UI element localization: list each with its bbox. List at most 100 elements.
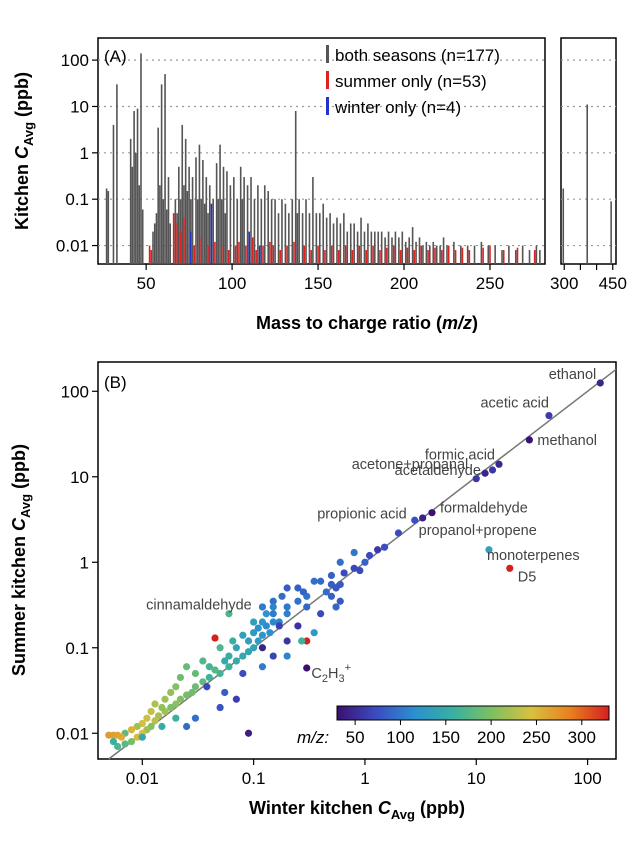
panel-a-y-tick-label: 10 [70,97,89,116]
panel-b-point [182,722,191,731]
panel-b-point [481,469,489,477]
panel-a-axes: 0.01 0.1 1 10 100 50 100 150 200 250 300 450 [56,51,627,293]
panel-b-x-axis-title: Winter kitchen CAvg (ppb) [249,798,465,822]
panel-b-point [374,546,382,554]
panel-b-point [216,703,224,712]
legend-label-both: both seasons (n=177) [335,46,500,65]
panel-b-point [109,737,117,746]
panel-b-point [310,577,318,585]
panel-b-point [303,637,311,645]
panel-a-y-title-sub: Avg [21,122,36,146]
panel-b-point [525,436,533,444]
panel-b-y-title-suffix: (ppb) [9,444,29,494]
panel-b-point [225,663,233,671]
panel-b-point [303,664,311,672]
panel-b-point [294,584,302,592]
panel-b-annotation: C2H3+ [311,662,351,685]
colorbar-tick-label: 300 [568,728,596,747]
panel-b-point [269,610,277,618]
panel-a-x-tick-label: 50 [137,274,156,293]
panel-b-annotation: formic acid [425,447,495,463]
panel-b-point [258,644,267,652]
panel-b-point [191,683,200,691]
panel-b-point [221,688,229,697]
panel-a-frame-break [560,37,617,265]
panel-a-x-tick-label-break: 300 [550,274,578,293]
panel-b-point [258,631,267,639]
panel-b-point [127,726,136,734]
panel-b-point [361,558,369,566]
panel-a-x-title-var: m/z [442,313,472,333]
panel-b-point [172,683,180,691]
panel-b-y-title-sub: Avg [18,494,33,518]
panel-b-annotation: ethanol [549,367,597,383]
panel-b-point [340,569,348,577]
panel-a-x-tick-label: 250 [476,274,504,293]
panel-b-y-tick-label: 0.01 [56,724,89,743]
panel-b-annotation: formaldehyde [440,501,528,517]
panel-b-point [596,379,604,387]
panel-b-point [365,551,374,560]
panel-b-point [327,580,336,589]
panel-b-point [151,717,159,725]
panel-b-point [269,652,277,660]
panel-b-point [167,688,175,697]
panel-b-point [269,597,277,605]
panel-b-point [356,566,364,575]
panel-b-point [294,597,302,605]
panel-b-point [327,592,336,600]
panel-a-x-title-prefix: Mass to charge ratio ( [256,313,442,333]
panel-b-point [394,529,403,537]
panel-b-point [239,631,247,639]
panel-a-x-tick-label: 150 [304,274,332,293]
panel-b-point [154,712,163,720]
colorbar-ticks: 50 100 150 200 250 300 [346,720,596,747]
panel-b-point [216,644,224,652]
colorbar-tick-label: 50 [346,728,365,747]
panel-b-point [133,733,141,741]
panel-b-point [176,695,185,703]
panel-b-x-tick-label: 10 [467,769,486,788]
panel-b-x-title-main: Winter kitchen [249,798,378,818]
panel-b-y-tick-label: 1 [80,553,89,572]
panel-b-point [495,460,503,468]
panel-b-point [191,669,200,678]
panel-a-x-tick-label: 100 [218,274,246,293]
legend-label-winter: winter only (n=4) [334,98,461,117]
panel-b-point [138,733,146,741]
panel-a-y-title-var: C [12,145,32,159]
panel-b-point [172,700,180,708]
panel-b-point [317,610,325,618]
panel-b-point [211,666,219,674]
panel-b-point [105,731,113,739]
annotation-part: 3 [338,673,344,685]
panel-b-point [205,673,213,682]
legend-swatch-summer [326,71,329,89]
panel-a-y-title-suffix: (ppb) [12,72,32,122]
panel-a-y-tick-label: 100 [61,51,89,70]
panel-b-point [182,691,191,699]
panel-b-point [221,657,229,665]
panel-b-point [310,629,318,637]
colorbar-tick-label: 100 [386,728,414,747]
colorbar-tick-label: 150 [432,728,460,747]
panel-b-annotation: cinnamaldehyde [146,598,252,614]
legend-swatch-winter [326,97,329,115]
panel-b-point [229,637,237,645]
panel-b-point [411,516,419,524]
annotation-part: + [345,662,351,674]
panel-b-point [380,543,389,551]
annotation-part: H [328,666,338,682]
panel-b-point [336,558,344,566]
panel-b-point [127,737,136,746]
panel-b-annotation: monoterpenes [487,548,580,564]
panel-b-point [143,714,151,722]
panel-b-point [298,637,306,645]
panel-b-point [262,610,270,618]
panel-b-point [244,729,253,737]
panel-b-point [419,514,427,522]
legend-swatch-both [326,45,329,63]
panel-b-point [254,637,262,645]
